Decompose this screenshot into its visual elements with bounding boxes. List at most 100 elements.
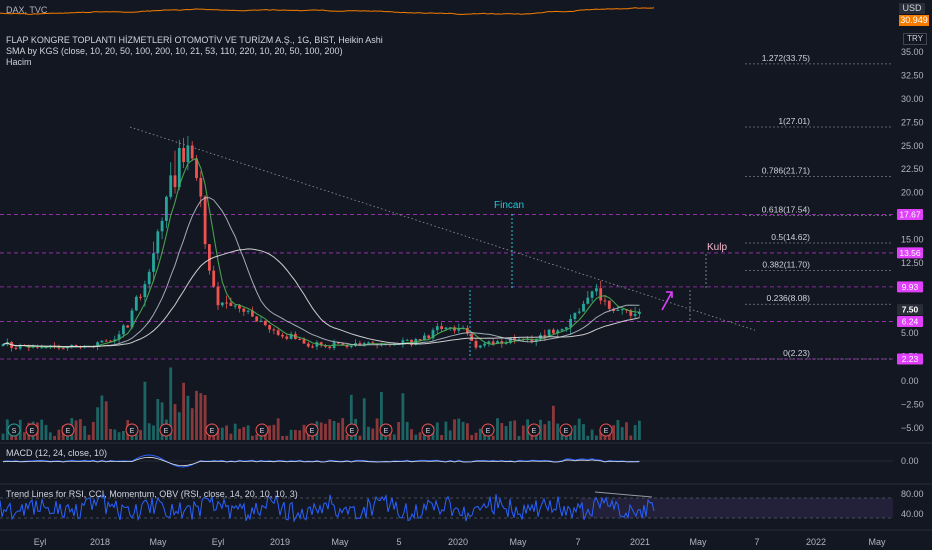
volume-bar bbox=[255, 434, 259, 440]
time-tick: May bbox=[868, 537, 886, 547]
fincan-label: Fincan bbox=[494, 200, 524, 211]
price-tick: 35.00 bbox=[901, 47, 924, 57]
rsi-tick: 40.00 bbox=[901, 509, 924, 519]
time-tick: May bbox=[509, 537, 527, 547]
time-axis: Eyl 2018 May Eyl 2019 May 5 2020 May 7 2021 May 7 202… bbox=[34, 537, 886, 547]
fib-label: 0.786(21.71) bbox=[762, 166, 810, 176]
volume-bar bbox=[272, 424, 276, 440]
candle-body bbox=[349, 345, 353, 347]
candle-body bbox=[547, 329, 551, 336]
event-marker bbox=[255, 423, 269, 437]
time-tick: 7 bbox=[754, 537, 759, 547]
trend-legend[interactable]: Trend Lines for RSI, CCI, Momentum, OBV … bbox=[6, 489, 298, 499]
annotations: Fincan Kulp bbox=[469, 200, 727, 358]
volume-bar bbox=[521, 425, 525, 440]
volume-bar bbox=[573, 425, 577, 440]
fib-label: 0.382(11.70) bbox=[762, 259, 810, 269]
volume-bar bbox=[595, 435, 598, 440]
volume-bar bbox=[44, 424, 48, 440]
candle-body bbox=[169, 175, 173, 197]
volume-bar bbox=[113, 429, 117, 440]
volume-bar bbox=[91, 421, 95, 440]
candle-body bbox=[607, 300, 611, 309]
volume-bar bbox=[392, 434, 396, 440]
candle-body bbox=[509, 337, 512, 343]
fib-label: 0.236(8.08) bbox=[767, 293, 811, 303]
candle-body bbox=[573, 312, 577, 320]
volume-bar bbox=[147, 423, 151, 440]
volume-bar bbox=[358, 435, 362, 440]
volume-tick: −2.50 bbox=[901, 400, 924, 410]
sma-legend[interactable]: SMA by KGS (close, 10, 20, 50, 100, 200,… bbox=[6, 46, 343, 56]
volume-bar bbox=[483, 434, 486, 440]
dax-label: DAX, TVC bbox=[6, 5, 48, 15]
candle-body bbox=[586, 297, 590, 304]
candle-body bbox=[302, 339, 306, 344]
candle-body bbox=[431, 330, 435, 339]
candle-body bbox=[423, 335, 426, 341]
volume-bar bbox=[294, 429, 297, 440]
event-marker bbox=[25, 423, 39, 437]
candle-body bbox=[276, 330, 280, 335]
volume-bar bbox=[74, 420, 78, 440]
candle-body bbox=[466, 327, 469, 334]
candle-body bbox=[263, 320, 267, 326]
candle-body bbox=[405, 339, 409, 341]
volume-bar bbox=[48, 432, 52, 440]
candle-body bbox=[319, 342, 323, 346]
volume-bar bbox=[289, 429, 293, 440]
macd-legend[interactable]: MACD (12, 24, close, 10) bbox=[6, 448, 108, 458]
price-tick: 22.50 bbox=[901, 164, 924, 174]
event-label: E bbox=[532, 428, 537, 435]
volume-bar bbox=[122, 431, 125, 440]
candle-body bbox=[225, 302, 228, 304]
volume-bar bbox=[470, 434, 474, 440]
volume-bar bbox=[478, 428, 482, 440]
candle-body bbox=[358, 343, 362, 346]
volume-bar bbox=[225, 425, 228, 440]
dax-price-tag: 30.949 bbox=[899, 15, 929, 26]
usd-badge[interactable]: USD bbox=[899, 3, 925, 14]
candle-body bbox=[453, 327, 456, 331]
event-marker bbox=[7, 423, 21, 437]
volume-bar bbox=[371, 428, 375, 440]
candle-body bbox=[427, 335, 431, 339]
last-price-tag: 7.50 bbox=[902, 305, 919, 315]
volume-bar bbox=[349, 394, 353, 440]
volume-legend[interactable]: Hacim bbox=[6, 57, 32, 67]
candle-body bbox=[229, 302, 233, 306]
price-tick: 25.00 bbox=[901, 141, 924, 151]
volume-bar bbox=[401, 393, 405, 440]
volume-bar bbox=[233, 423, 237, 440]
candle-body bbox=[311, 346, 314, 348]
candle-body bbox=[435, 326, 439, 331]
event-label: E bbox=[604, 428, 609, 435]
volume-bar bbox=[337, 422, 340, 440]
candle-body bbox=[487, 341, 491, 344]
volume-bar bbox=[457, 418, 461, 440]
candle-body bbox=[418, 339, 422, 341]
volume-bar bbox=[380, 392, 383, 440]
volume-bar bbox=[405, 421, 409, 440]
volume-bar bbox=[423, 434, 426, 440]
volume-bar bbox=[547, 420, 551, 440]
volume-bar bbox=[96, 407, 99, 440]
volume-bar bbox=[268, 425, 271, 440]
candle-body bbox=[70, 345, 74, 347]
event-label: E bbox=[564, 428, 569, 435]
volume-bar bbox=[461, 421, 465, 440]
candle-body bbox=[504, 342, 508, 344]
candle-body bbox=[160, 220, 164, 232]
time-tick: 2019 bbox=[270, 537, 290, 547]
volume-bar bbox=[160, 402, 164, 440]
candle-body bbox=[117, 334, 121, 340]
time-tick: 2022 bbox=[806, 537, 826, 547]
candle-body bbox=[18, 344, 22, 349]
volume-bar bbox=[410, 429, 413, 440]
candle-body bbox=[272, 329, 276, 331]
volume-bar bbox=[199, 393, 203, 440]
rsi-pane: 80.00 40.00 bbox=[0, 489, 924, 523]
try-badge[interactable]: TRY bbox=[903, 33, 927, 45]
